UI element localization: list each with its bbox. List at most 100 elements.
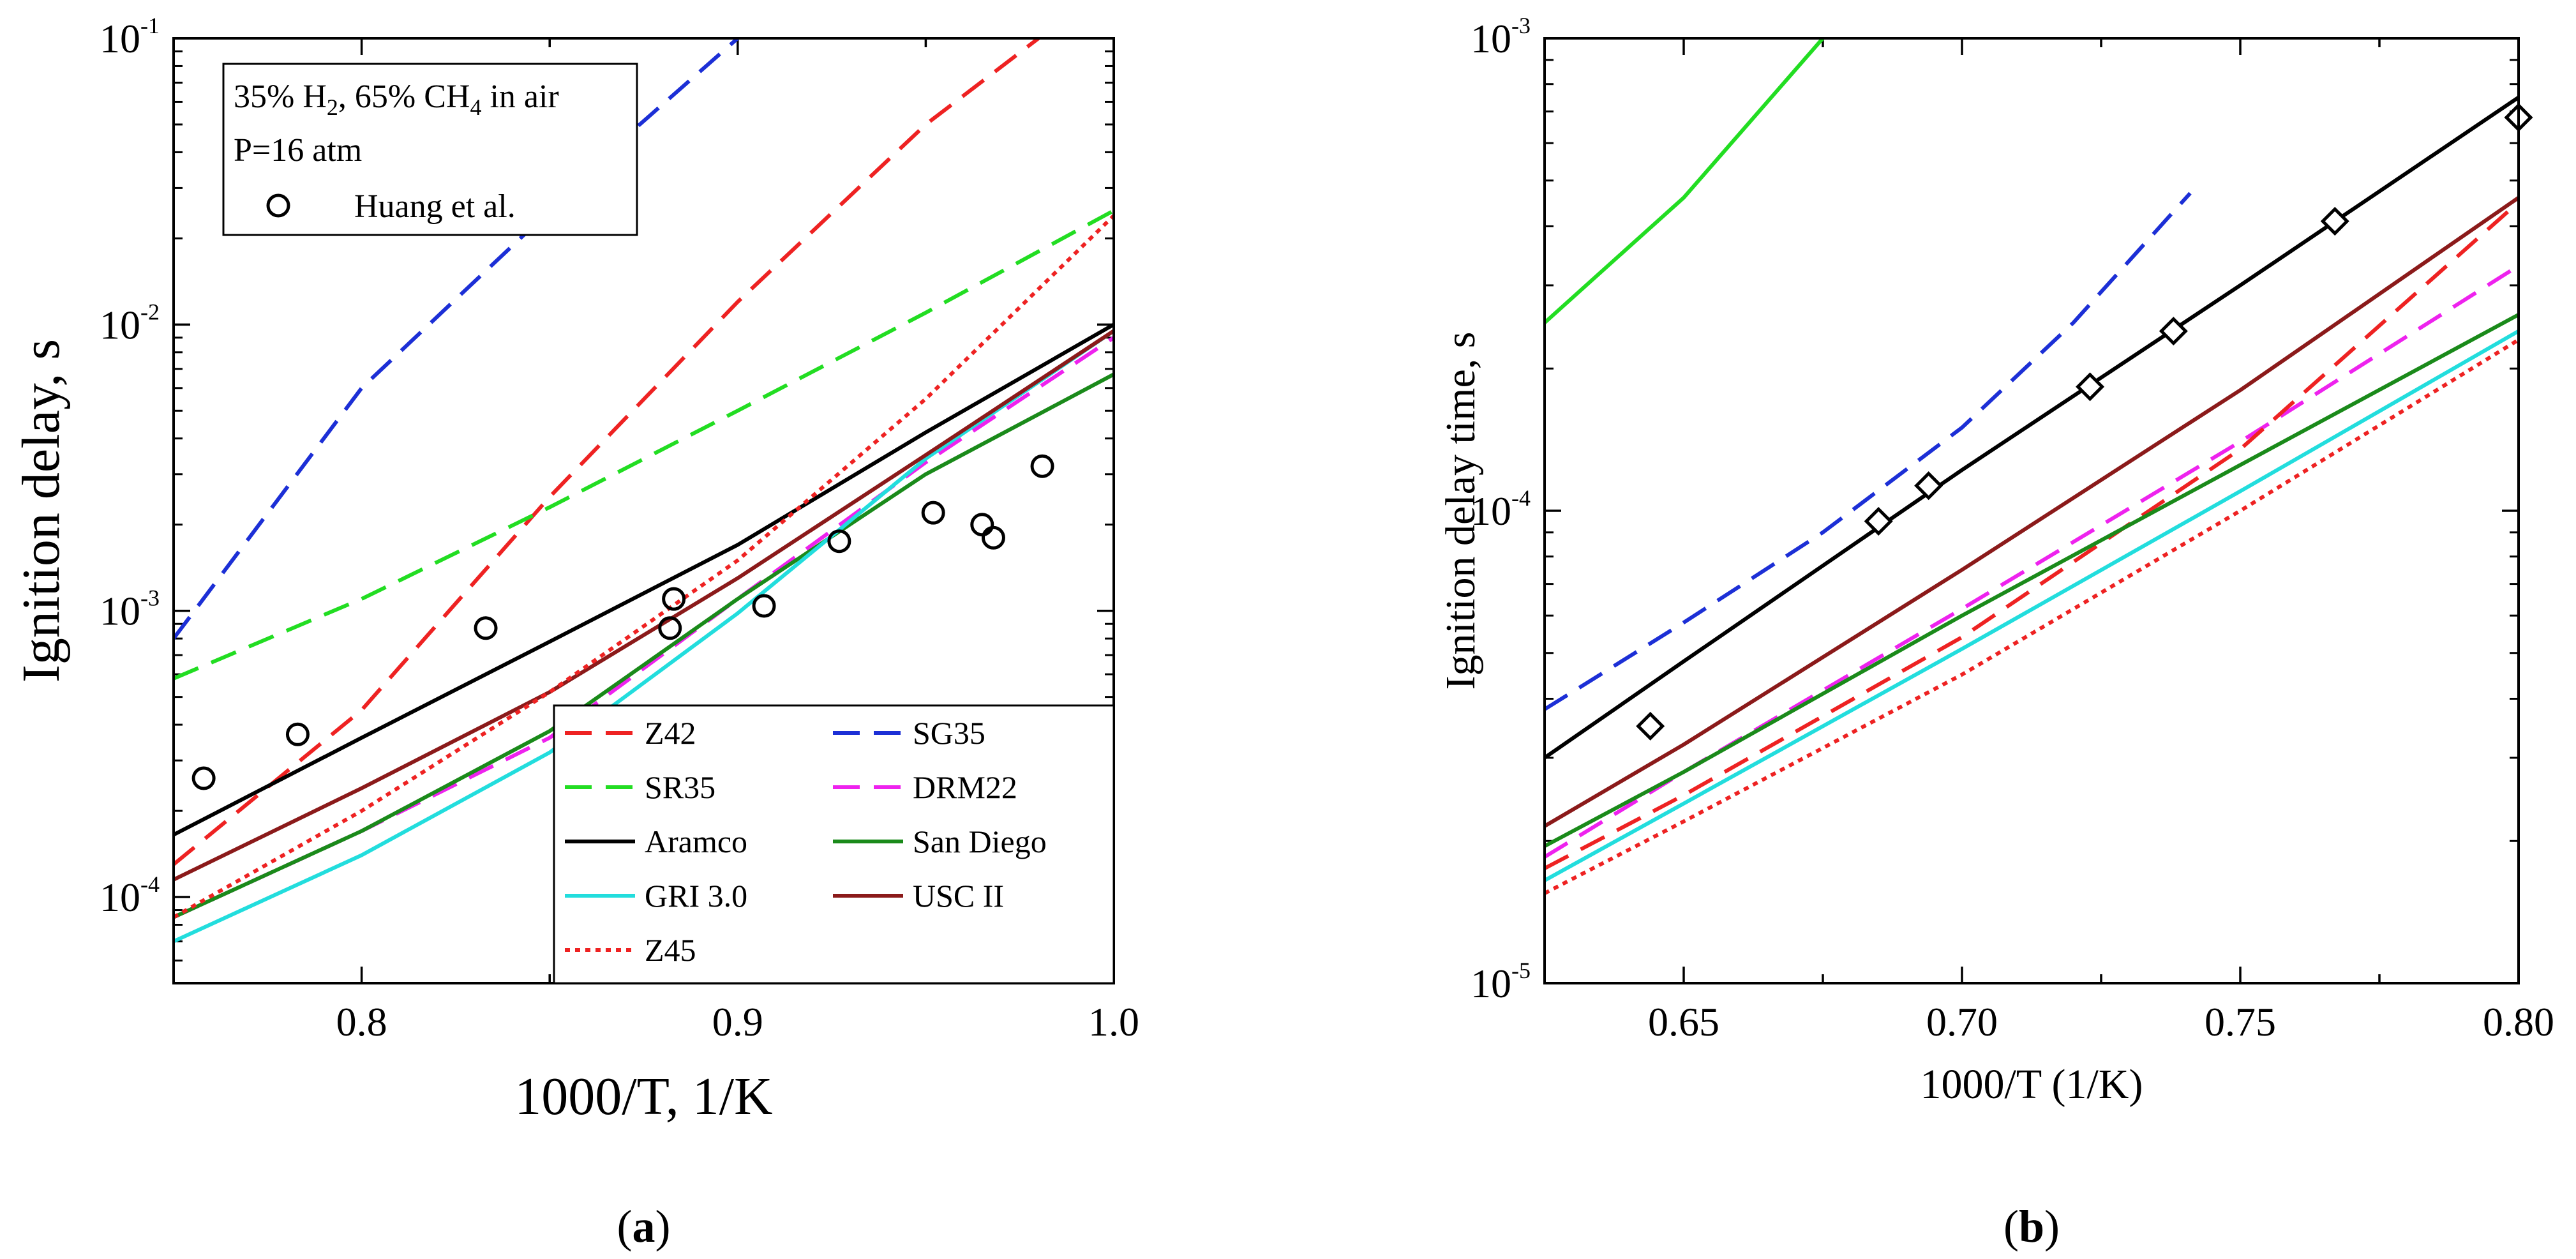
panel-a-legend-label-z45: Z45 [645, 932, 696, 968]
panel-a-y-tick-base: 10 [100, 16, 140, 61]
panel-b-series-z45-line [1545, 338, 2519, 895]
panel-b-series-group [1545, 38, 2519, 895]
panel-b-y-tick-base: 10 [1471, 961, 1511, 1006]
panel-b-data-point [2320, 207, 2349, 236]
panel-b-panel-label: (b) [2003, 1201, 2060, 1252]
panel-a-legend-box [553, 704, 1115, 984]
panel-a-annotation-pressure: P=16 atm [234, 132, 362, 169]
panel-a-legend-label-gri-3-0: GRI 3.0 [645, 878, 747, 914]
panel-a-legend-label-drm22: DRM22 [913, 769, 1017, 805]
panel-a-y-tick-label: 10-4 [100, 871, 160, 920]
panel-a-annotation-box [222, 63, 638, 236]
panel-b-x-axis-title: 1000/T (1/K) [1921, 1061, 2143, 1108]
panel-b-series-gri-3-0-line [1545, 329, 2519, 882]
panel-b-panel-label-close: ) [2044, 1201, 2060, 1252]
panel-a-y-tick-label: 10-3 [100, 585, 160, 634]
panel-a-y-tick-label: 10-2 [100, 299, 160, 347]
panel-b-y-tick-label: 10-3 [1471, 13, 1531, 61]
panel-b-y-tick-exponent: -5 [1511, 958, 1531, 983]
panel-b-x-tick-label: 0.75 [2205, 999, 2276, 1044]
panel-a-series-z45-line [174, 214, 1114, 919]
panel-a-legend-label-z42: Z42 [645, 715, 696, 751]
panel-b-x-tick-label: 0.80 [2483, 999, 2554, 1044]
panel-b-y-axis-title: Ignition delay time, s [1437, 332, 1484, 690]
panel-a-panel-label-letter: a [633, 1201, 655, 1252]
panel-b-data-point [1636, 711, 1665, 741]
panel-a-series-z42-line [174, 38, 1040, 866]
panel-a-series-group [174, 38, 1114, 944]
panel-a-x-tick-label: 1.0 [1088, 999, 1139, 1044]
panel-b-y-tick-label: 10-5 [1471, 958, 1531, 1006]
panel-a-data-point [662, 587, 686, 611]
panel-a-data-point [474, 616, 498, 640]
panel-a-panel-label: (a) [617, 1201, 671, 1252]
panel-a-x-tick-label: 0.9 [712, 999, 763, 1044]
panel-a-series-gri-3-0-line [174, 329, 1114, 944]
panel-a-series-sg35-line [174, 38, 739, 640]
panel-a-y-tick-base: 10 [100, 302, 140, 347]
panel-a-legend-label-aramco: Aramco [645, 824, 747, 859]
panel-a-data-point [981, 525, 1005, 550]
panel-a-legend-label-san-diego: San Diego [913, 824, 1047, 859]
panel-a-data-point [285, 722, 310, 746]
panel-a-y-tick-label: 10-1 [100, 13, 160, 61]
panel-a-y-tick-base: 10 [100, 875, 140, 920]
panel-b-x-tick-label: 0.65 [1648, 999, 1719, 1044]
panel-b-series-usc-ii-line [1545, 196, 2519, 828]
panel-a-y-axis-title: Ignition delay, s [11, 339, 71, 682]
panel-a-y-tick-exponent: -4 [140, 871, 160, 897]
panel-b-y-tick-base: 10 [1471, 16, 1511, 61]
panel-a-x-tick-label: 0.8 [336, 999, 387, 1044]
panel-a-series-san-diego-line [174, 372, 1114, 919]
panel-a-series-usc-ii-line [174, 329, 1114, 882]
panel-b-y-tick-exponent: -3 [1511, 13, 1531, 38]
panel-a-legend: Z42 SG35 SR35 DRM22 Aramco San Diego GRI 3.0 US… [553, 704, 1115, 984]
panel-a-annotation-marker-label: Huang et al. [354, 188, 516, 225]
panel-a-legend-label-usc-ii: USC II [913, 878, 1004, 914]
panel-a-series-aramco-line [174, 322, 1114, 837]
panel-a-data-point [752, 594, 776, 618]
panel-b-y-tick-base: 10 [1471, 488, 1511, 534]
panel-a-data-point [191, 766, 216, 790]
panel-a-annotation-mixture: 35% H2, 65% CH4 in air [234, 79, 559, 120]
panel-a-annotation-marker-icon [266, 193, 290, 218]
panel-a-panel-label-close: ) [655, 1201, 671, 1252]
panel-b-y-tick-exponent: -4 [1511, 485, 1531, 511]
panel-a-legend-label-sr35: SR35 [645, 769, 715, 805]
panel-b-data-point [2076, 372, 2105, 402]
panel-b-data-point [1914, 471, 1943, 501]
panel-b-panel-label-letter: b [2019, 1201, 2044, 1252]
panel-b-series-drm22-line [1545, 264, 2519, 859]
panel-b-x-tick-label: 0.70 [1926, 999, 1998, 1044]
panel-b-series-sg35-line [1545, 192, 2192, 711]
panel-b-y-tick-label: 10-4 [1471, 485, 1531, 534]
panel-a-x-axis-title: 1000/T, 1/K [514, 1067, 772, 1126]
panel-a-y-tick-exponent: -1 [140, 13, 160, 38]
panel-a-data-point [658, 616, 682, 640]
panel-a-annotation-mixture-part: in air [481, 79, 558, 115]
panel-b-series-san-diego-line [1545, 313, 2519, 848]
panel-a-series-sr35-line [174, 209, 1114, 681]
panel-a-annotation-mixture-part: 4 [470, 94, 481, 120]
panel-b-plot-frame [1543, 37, 2520, 984]
panel-a-data-point [921, 501, 945, 525]
panel-a-annotation-mixture-part: , 65% CH [338, 79, 470, 115]
panel-b-series-z42-line [1545, 200, 2519, 870]
panel-a-y-tick-exponent: -3 [140, 585, 160, 611]
panel-a-annotation-mixture-part: 2 [327, 94, 338, 120]
panel-b-data-point [1864, 506, 1893, 536]
panel-a-y-tick-exponent: -2 [140, 299, 160, 324]
panel-a-data-point [827, 529, 851, 554]
panel-a-data-point [970, 513, 994, 537]
panel-b-series-sr35-line [1545, 38, 1825, 324]
panel-a-y-tick-base: 10 [100, 589, 140, 634]
panel-a-legend-label-sg35: SG35 [913, 715, 985, 751]
panel-a-data-point [1030, 454, 1054, 478]
panel-a-annotation-mixture-part: 35% H [234, 79, 327, 115]
panel-b-panel-label-open: ( [2003, 1201, 2019, 1252]
panel-a-panel-label-open: ( [617, 1201, 633, 1252]
panel-b-data-point [2159, 317, 2188, 346]
